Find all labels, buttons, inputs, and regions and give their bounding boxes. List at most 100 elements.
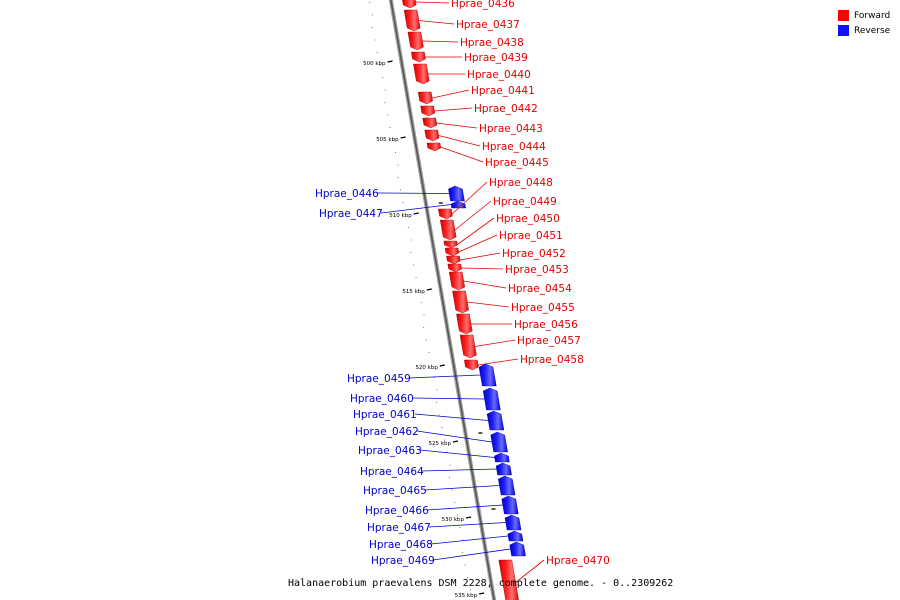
gene-hprae-0461[interactable]: Hprae_0461 [353, 409, 505, 431]
gene-arrow[interactable] [452, 290, 469, 314]
gene-label[interactable]: Hprae_0462 [355, 426, 419, 438]
gene-label[interactable]: Hprae_0469 [371, 555, 435, 567]
gene-arrow[interactable] [478, 363, 497, 387]
gene-arrow[interactable] [490, 431, 508, 453]
gene-label[interactable]: Hprae_0459 [347, 373, 411, 385]
gene-label[interactable]: Hprae_0445 [485, 157, 549, 169]
gene-arrow[interactable] [482, 387, 501, 411]
gene-label[interactable]: Hprae_0456 [514, 319, 578, 331]
gene-label[interactable]: Hprae_0468 [369, 539, 433, 551]
gene-hprae-0443[interactable]: Hprae_0443 [422, 117, 543, 135]
gene-hprae-0462[interactable]: Hprae_0462 [355, 426, 508, 453]
gene-label[interactable]: Hprae_0450 [496, 213, 560, 225]
gene-hprae-0440[interactable]: Hprae_0440 [413, 63, 531, 85]
gene-hprae-0470[interactable]: Hprae_0470 [498, 555, 610, 600]
gene-hprae-0450[interactable]: Hprae_0450 [443, 213, 560, 249]
gene-label[interactable]: Hprae_0451 [499, 230, 563, 242]
gene-hprae-0452[interactable]: Hprae_0452 [446, 248, 566, 265]
gene-hprae-0455[interactable]: Hprae_0455 [452, 290, 575, 314]
gene-arrow[interactable] [443, 240, 458, 249]
gene-hprae-0438[interactable]: Hprae_0438 [407, 31, 524, 51]
gene-hprae-0454[interactable]: Hprae_0454 [448, 271, 572, 295]
gene-hprae-0442[interactable]: Hprae_0442 [420, 103, 538, 117]
gene-label[interactable]: Hprae_0439 [464, 52, 528, 64]
gene-arrow[interactable] [407, 31, 424, 51]
gene-arrow[interactable] [464, 359, 479, 371]
gene-hprae-0459[interactable]: Hprae_0459 [347, 363, 497, 387]
gene-label[interactable]: Hprae_0441 [471, 85, 535, 97]
gene-hprae-0465[interactable]: Hprae_0465 [363, 475, 516, 497]
gene-arrow[interactable] [459, 334, 477, 359]
gene-hprae-0460[interactable]: Hprae_0460 [350, 387, 501, 411]
gene-label[interactable]: Hprae_0443 [479, 123, 543, 135]
gene-label[interactable]: Hprae_0438 [460, 37, 524, 49]
gene-arrow[interactable] [501, 495, 519, 515]
gene-arrow[interactable] [426, 142, 442, 152]
gene-arrow[interactable] [448, 185, 465, 202]
gene-hprae-0441[interactable]: Hprae_0441 [417, 85, 535, 105]
gene-hprae-0467[interactable]: Hprae_0467 [367, 514, 522, 534]
gene-arrow[interactable] [495, 462, 512, 476]
gene-label[interactable]: Hprae_0464 [360, 466, 424, 478]
gene-hprae-0436[interactable]: Hprae_0436 [402, 0, 515, 10]
gene-hprae-0458[interactable]: Hprae_0458 [464, 354, 584, 371]
gene-arrow[interactable] [402, 0, 417, 9]
gene-arrow[interactable] [509, 541, 526, 557]
gene-arrow[interactable] [456, 313, 473, 335]
gene-label[interactable]: Hprae_0440 [467, 69, 531, 81]
gene-label[interactable]: Hprae_0454 [508, 283, 572, 295]
gene-hprae-0437[interactable]: Hprae_0437 [403, 9, 520, 32]
legend-forward[interactable]: Forward [838, 8, 890, 23]
gene-hprae-0448[interactable]: Hprae_0448 [438, 177, 553, 220]
gene-arrow[interactable] [446, 255, 461, 265]
gene-label[interactable]: Hprae_0446 [315, 188, 379, 200]
gene-hprae-0449[interactable]: Hprae_0449 [439, 196, 557, 241]
gene-label[interactable]: Hprae_0437 [456, 19, 520, 31]
gene-arrow[interactable] [448, 271, 466, 291]
gene-hprae-0468[interactable]: Hprae_0468 [369, 530, 524, 551]
gene-label[interactable]: Hprae_0458 [520, 354, 584, 366]
gene-arrow[interactable] [494, 452, 510, 463]
gene-label[interactable]: Hprae_0457 [517, 335, 581, 347]
gene-arrow[interactable] [403, 9, 421, 32]
gene-hprae-0446[interactable]: Hprae_0446 [315, 185, 465, 202]
gene-hprae-0444[interactable]: Hprae_0444 [424, 129, 546, 153]
gene-arrow[interactable] [413, 63, 430, 85]
gene-hprae-0451[interactable]: Hprae_0451 [444, 230, 563, 257]
gene-label[interactable]: Hprae_0453 [505, 264, 569, 276]
legend-reverse[interactable]: Reverse [838, 23, 890, 38]
gene-label[interactable]: Hprae_0470 [546, 555, 610, 567]
gene-label[interactable]: Hprae_0467 [367, 522, 431, 534]
gene-arrow[interactable] [438, 208, 453, 220]
gene-arrow[interactable] [504, 514, 522, 531]
gene-label[interactable]: Hprae_0466 [365, 505, 429, 517]
gene-label[interactable]: Hprae_0436 [451, 0, 515, 10]
gene-arrow[interactable] [507, 530, 524, 542]
gene-arrow[interactable] [498, 559, 519, 600]
gene-label[interactable]: Hprae_0455 [511, 302, 575, 314]
gene-arrow[interactable] [417, 91, 433, 105]
gene-hprae-0464[interactable]: Hprae_0464 [360, 462, 512, 478]
gene-arrow[interactable] [411, 51, 426, 63]
gene-label[interactable]: Hprae_0465 [363, 485, 427, 497]
gene-arrow[interactable] [450, 200, 466, 209]
gene-arrow[interactable] [444, 247, 460, 257]
gene-hprae-0453[interactable]: Hprae_0453 [447, 263, 569, 276]
gene-hprae-0466[interactable]: Hprae_0466 [365, 495, 519, 517]
gene-label[interactable]: Hprae_0460 [350, 393, 414, 405]
gene-hprae-0456[interactable]: Hprae_0456 [456, 313, 578, 335]
gene-label[interactable]: Hprae_0449 [493, 196, 557, 208]
gene-hprae-0457[interactable]: Hprae_0457 [459, 334, 581, 359]
gene-arrow[interactable] [422, 117, 438, 129]
gene-arrow[interactable] [447, 263, 462, 273]
gene-hprae-0445[interactable]: Hprae_0445 [426, 142, 549, 169]
gene-arrow[interactable] [424, 129, 440, 142]
gene-arrow[interactable] [439, 219, 457, 241]
gene-hprae-0469[interactable]: Hprae_0469 [371, 541, 526, 567]
gene-label[interactable]: Hprae_0442 [474, 103, 538, 115]
gene-arrow[interactable] [486, 410, 505, 431]
gene-label[interactable]: Hprae_0463 [358, 445, 422, 457]
gene-label[interactable]: Hprae_0461 [353, 409, 417, 421]
gene-label[interactable]: Hprae_0448 [489, 177, 553, 189]
gene-arrow[interactable] [420, 105, 436, 117]
